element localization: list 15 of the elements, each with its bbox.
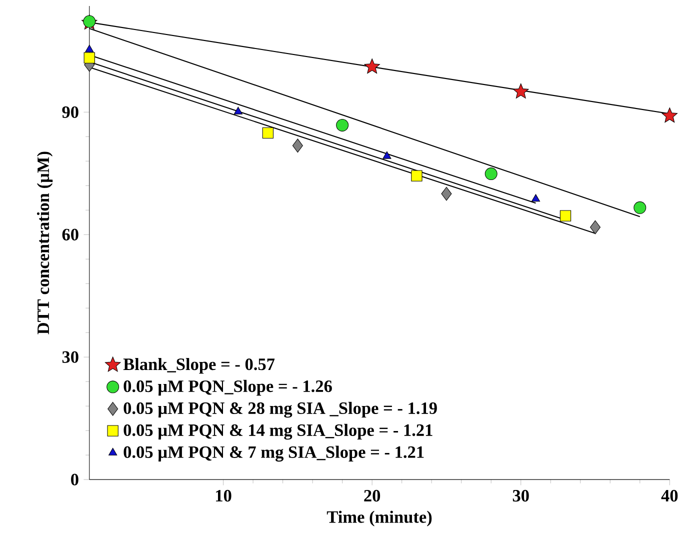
y-axis-title: DTT concentration (µM) xyxy=(36,152,53,334)
y-tick-label: 30 xyxy=(62,351,78,364)
y-tick-label: 0 xyxy=(71,474,78,486)
x-tick-label: 30 xyxy=(512,490,529,502)
legend-label: 0.05 µM PQN_Slope = - 1.26 xyxy=(124,380,332,396)
legend-label: 0.05 µM PQN & 7 mg SIA_Slope = - 1.21 xyxy=(124,446,424,462)
y-tick-label: 90 xyxy=(62,106,78,118)
legend-label: 0.05 µM PQN & 28 mg SIA _Slope = - 1.19 xyxy=(124,402,437,418)
legend-label: Blank_Slope = - 0.57 xyxy=(123,358,275,374)
legend-label: 0.05 µM PQN & 14 mg SIA_Slope = - 1.21 xyxy=(124,424,432,440)
x-axis-title: Time (minute) xyxy=(326,510,432,527)
y-tick-label: 60 xyxy=(62,228,78,241)
x-tick-label: 10 xyxy=(216,490,232,502)
x-tick-label: 20 xyxy=(364,490,380,502)
x-tick-label: 40 xyxy=(661,490,678,502)
